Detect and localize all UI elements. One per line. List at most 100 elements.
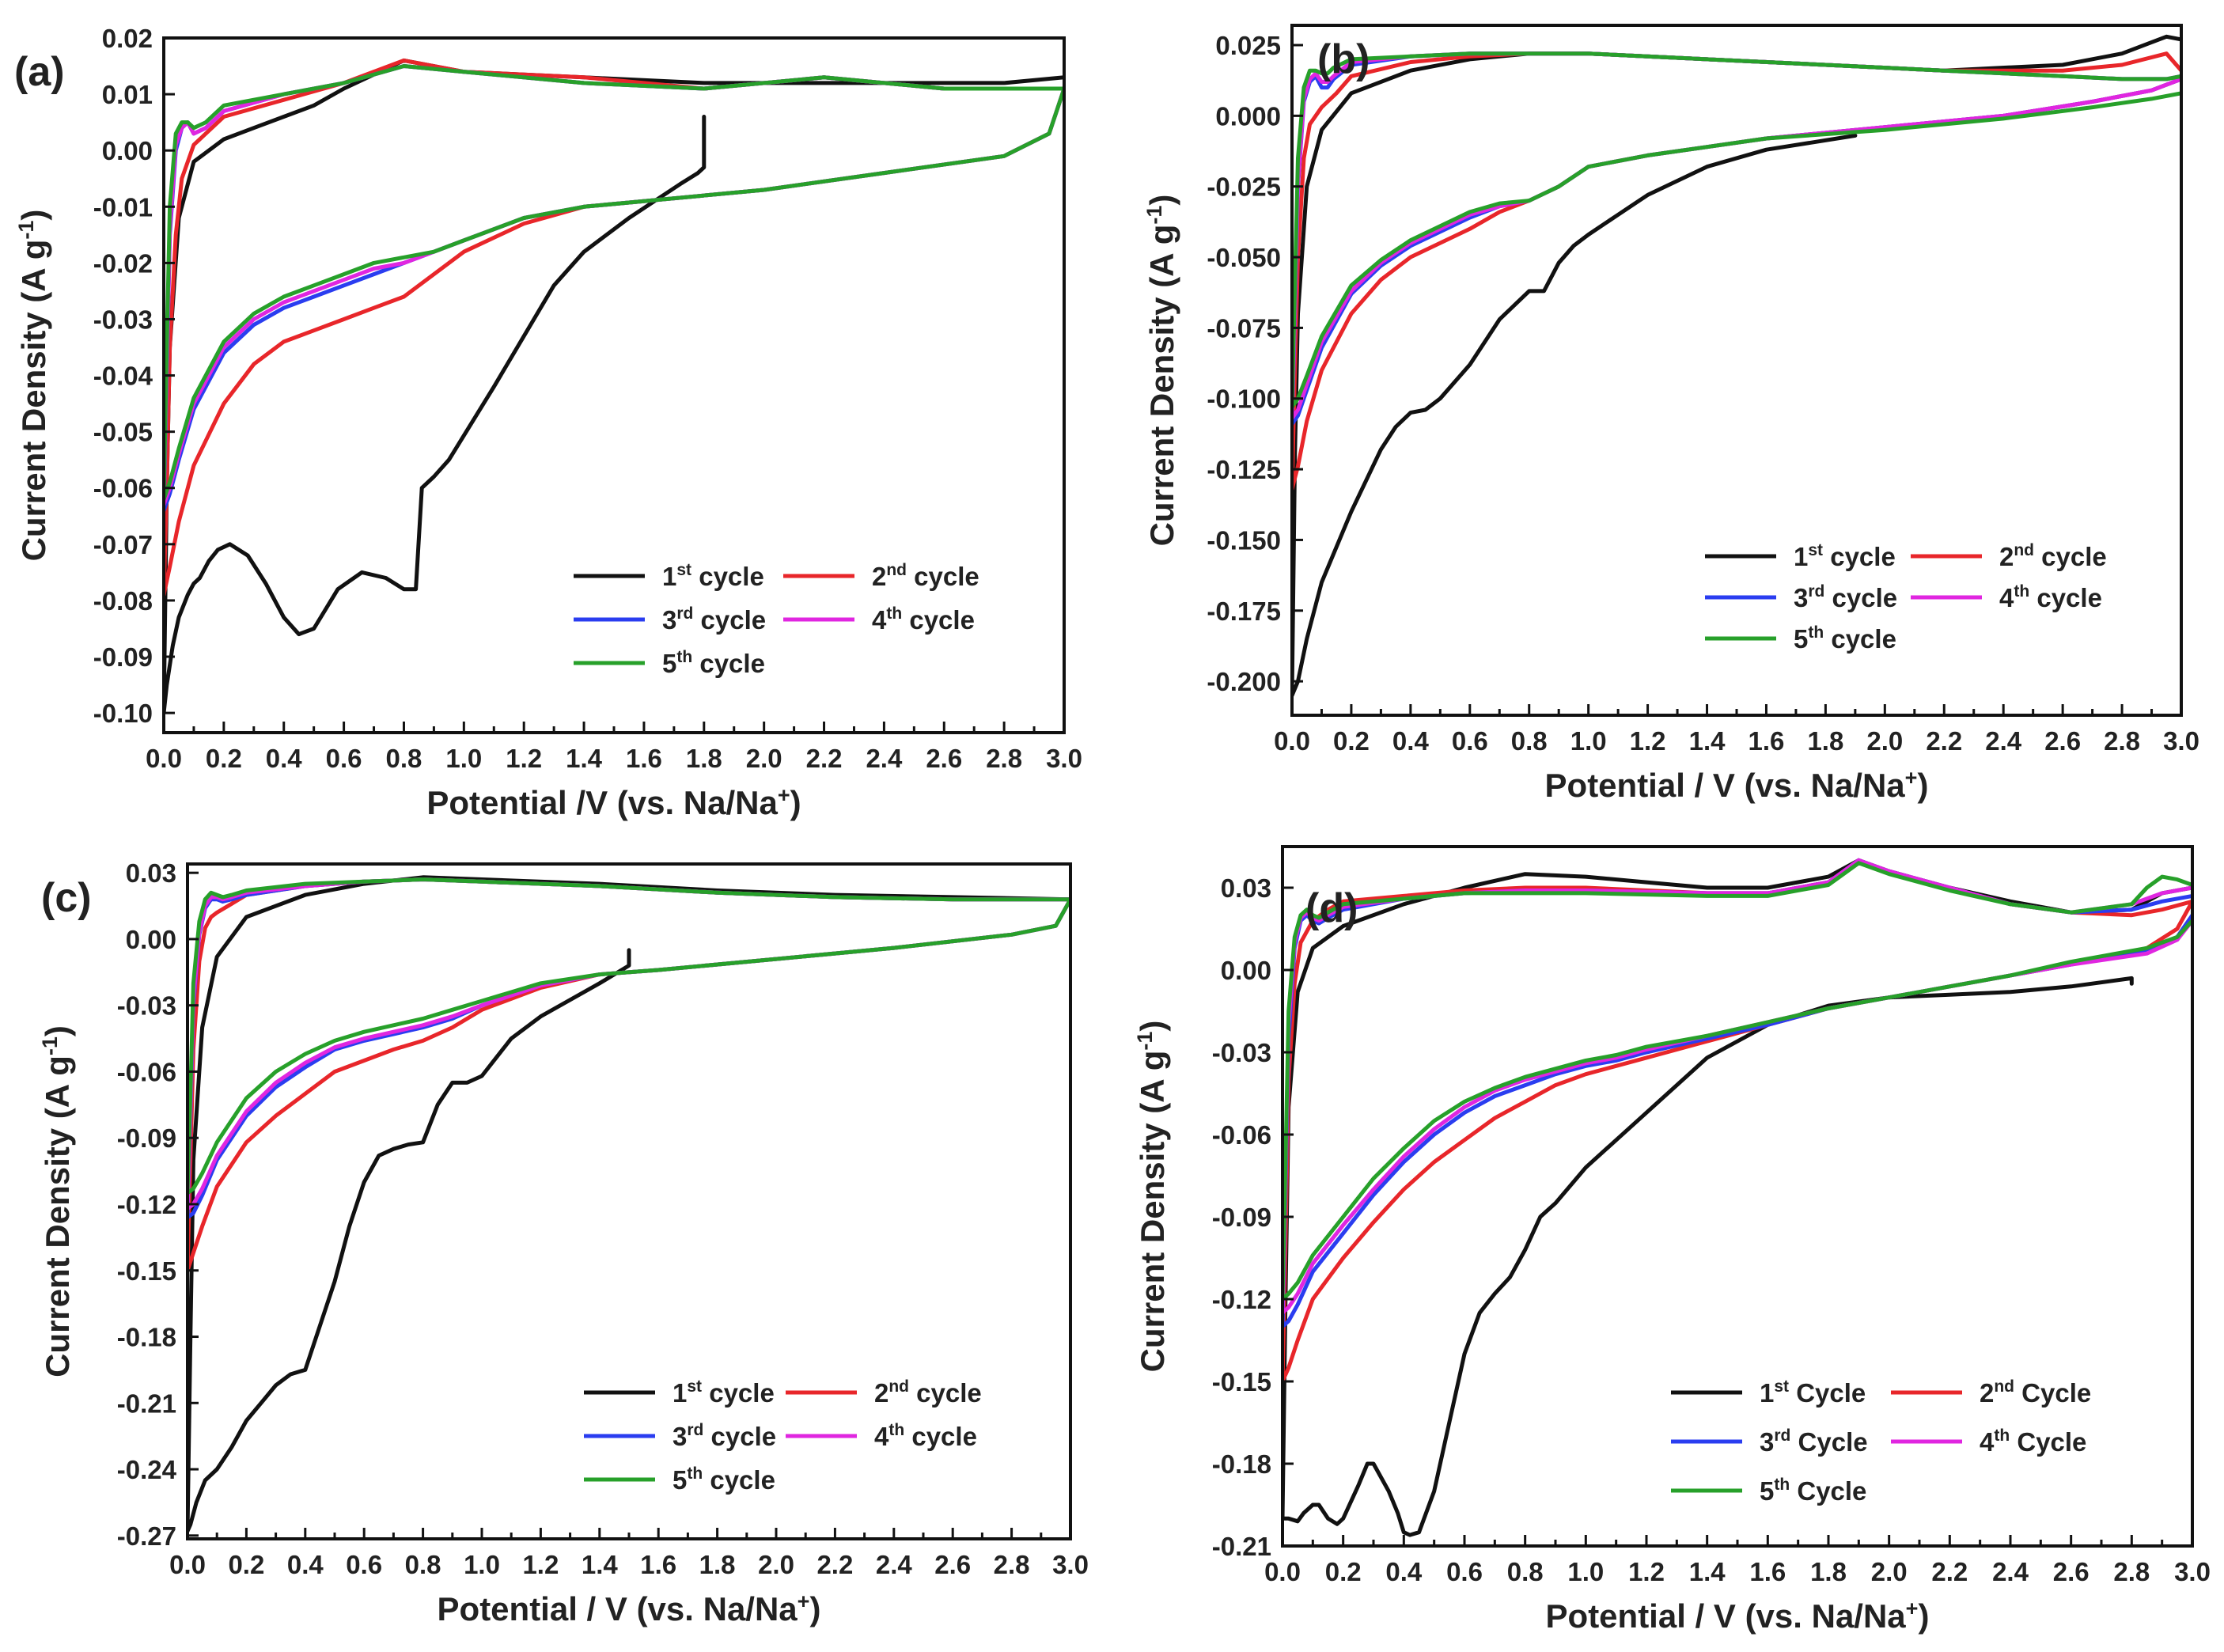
x-tick-label: 0.6 xyxy=(1452,726,1488,756)
y-tick-label: -0.09 xyxy=(1212,1203,1271,1232)
x-tick-label: 1.2 xyxy=(1630,726,1666,756)
y-tick-label: -0.025 xyxy=(1207,172,1281,202)
x-tick-label: 0.6 xyxy=(326,744,362,773)
y-tick-label: -0.125 xyxy=(1207,455,1281,484)
legend-item: 5th cycle xyxy=(1705,623,1896,654)
legend-label-tail: cycle xyxy=(1823,542,1896,571)
legend-label-tail: Cycle xyxy=(1790,1476,1866,1506)
panel-c: 0.0 0.2 0.4 0.6 0.8 1.0 1.2 1.4 1.6 1.8 2.0 2.2 2.4 2… xyxy=(38,858,1089,1627)
x-axis-title-sup: + xyxy=(798,1589,810,1613)
legend-label-num: 3 xyxy=(673,1422,687,1451)
legend-label-sup: nd xyxy=(886,561,907,579)
y-axis-title-main: Current Density (A g xyxy=(39,1055,76,1377)
legend-label-sup: rd xyxy=(1774,1427,1790,1445)
x-tick-label: 1.4 xyxy=(1689,726,1726,756)
y-tick-label: -0.150 xyxy=(1207,525,1281,555)
x-axis-title-main: Potential / V (vs. Na/Na xyxy=(438,1590,798,1627)
legend-item: 2nd cycle xyxy=(786,1377,982,1408)
x-tick-label: 2.6 xyxy=(2053,1557,2089,1586)
legend-item: 1st Cycle xyxy=(1671,1377,1866,1408)
legend-label: 1st cycle xyxy=(673,1377,775,1408)
legend-label: 5th cycle xyxy=(1794,623,1896,654)
legend-label: 2nd Cycle xyxy=(1980,1377,2091,1408)
legend-label-tail: Cycle xyxy=(2010,1427,2086,1457)
legend-item: 1st cycle xyxy=(584,1377,775,1408)
legend-label-tail: cycle xyxy=(907,562,979,591)
x-tick-label: 0.8 xyxy=(1507,1557,1544,1586)
legend-item: 2nd Cycle xyxy=(1891,1377,2091,1408)
x-tick-label: 0.2 xyxy=(1333,726,1370,756)
panel-b: 0.0 0.2 0.4 0.6 0.8 1.0 1.2 1.4 1.6 1.8 2.0 2.2 2.4 2… xyxy=(1142,24,2199,804)
x-axis-title-main: Potential / V (vs. Na/Na xyxy=(1546,1597,1907,1635)
panel-label: (b) xyxy=(1317,36,1370,82)
legend-label: 2nd cycle xyxy=(1999,541,2107,571)
legend-label-num: 1 xyxy=(1760,1378,1774,1408)
legend-item: 5th Cycle xyxy=(1671,1476,1866,1506)
x-tick-label: 2.4 xyxy=(1985,726,2022,756)
series-line-1 xyxy=(1282,858,2192,1537)
legend-label-sup: th xyxy=(1994,1427,2010,1445)
series-line-5 xyxy=(164,64,1064,502)
legend-label-num: 5 xyxy=(673,1465,687,1495)
x-tick-label: 2.8 xyxy=(2104,726,2140,756)
y-axis-title-sup: -1 xyxy=(1142,206,1166,225)
legend-item: 3rd Cycle xyxy=(1671,1427,1868,1457)
legend-label-sup: th xyxy=(1774,1476,1790,1494)
legend-item: 5th cycle xyxy=(584,1464,775,1495)
legend-item: 4th cycle xyxy=(1911,582,2102,612)
x-tick-label: 2.0 xyxy=(1866,726,1903,756)
x-tick-label: 3.0 xyxy=(1046,744,1082,773)
x-tick-label: 0.4 xyxy=(1385,1557,1423,1586)
x-tick-label: 1.6 xyxy=(1749,726,1785,756)
y-tick-label: -0.03 xyxy=(117,991,176,1021)
x-tick-label: 1.8 xyxy=(686,744,722,773)
y-axis-title: Current Density (A g-1) xyxy=(38,1025,76,1377)
legend-label: 3rd Cycle xyxy=(1760,1427,1868,1457)
legend-label-num: 1 xyxy=(1794,542,1808,571)
x-tick-label: 0.4 xyxy=(287,1550,324,1579)
legend-label-tail: cycle xyxy=(2034,542,2107,571)
legend-label-sup: th xyxy=(886,604,902,623)
legend-label: 5th Cycle xyxy=(1760,1476,1866,1506)
legend-label-num: 2 xyxy=(1980,1378,1994,1408)
legend-label-num: 5 xyxy=(1760,1476,1774,1506)
legend-label-num: 4 xyxy=(874,1422,889,1451)
x-tick-label: 1.8 xyxy=(1810,1557,1847,1586)
x-tick-label: 0.8 xyxy=(1511,726,1548,756)
legend-label-tail: cycle xyxy=(693,605,766,635)
legend-label-num: 3 xyxy=(662,605,676,635)
x-tick-label: 2.4 xyxy=(1992,1557,2029,1586)
legend-label-tail: Cycle xyxy=(2014,1378,2091,1408)
y-tick-label: -0.15 xyxy=(117,1256,176,1286)
legend-label: 1st cycle xyxy=(662,561,764,591)
legend-label-num: 4 xyxy=(872,605,887,635)
x-tick-label: 0.0 xyxy=(1274,726,1310,756)
y-axis-title-sup: -1 xyxy=(14,221,38,240)
y-tick-label: -0.09 xyxy=(117,1123,176,1153)
legend-item: 2nd cycle xyxy=(783,561,979,591)
legend-label: 2nd cycle xyxy=(874,1377,982,1408)
y-axis-title-main: Current Density (A g xyxy=(1143,225,1180,547)
legend-label-tail: Cycle xyxy=(1789,1378,1866,1408)
x-tick-label: 2.2 xyxy=(806,744,843,773)
y-tick-label: -0.06 xyxy=(93,474,153,503)
y-axis-title: Current Density (A g-1) xyxy=(1133,1021,1171,1373)
series-line-5 xyxy=(188,877,1070,1195)
x-tick-label: 0.0 xyxy=(1264,1557,1301,1586)
x-axis-title: Potential / V (vs. Na/Na+) xyxy=(1545,766,1929,804)
x-tick-label: 2.6 xyxy=(926,744,962,773)
y-tick-label: -0.01 xyxy=(93,192,153,222)
legend-label: 2nd cycle xyxy=(872,561,979,591)
y-tick-label: -0.12 xyxy=(1212,1285,1271,1314)
legend-label-sup: rd xyxy=(676,604,693,623)
y-tick-label: -0.06 xyxy=(1212,1120,1271,1150)
x-tick-label: 1.0 xyxy=(1570,726,1607,756)
x-tick-label: 3.0 xyxy=(2163,726,2199,756)
y-axis-title: Current Density (A g-1) xyxy=(14,210,52,562)
legend-label-sup: nd xyxy=(888,1377,909,1396)
y-tick-label: 0.00 xyxy=(126,925,176,954)
